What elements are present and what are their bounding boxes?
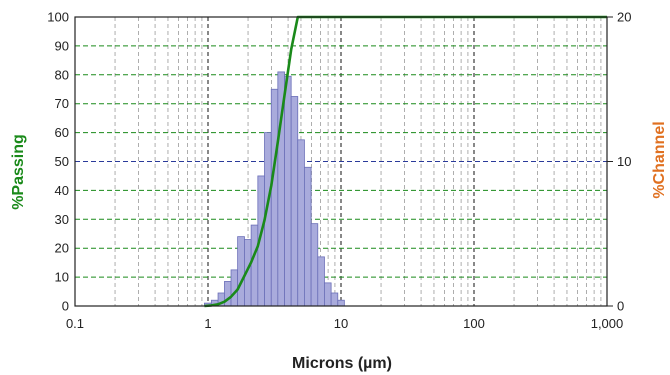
histogram-bar	[310, 223, 319, 307]
x-tick-label: 1	[204, 316, 211, 331]
y-left-tick-label: 0	[62, 299, 69, 314]
histogram-bar	[230, 269, 239, 307]
x-tick-label: 100	[463, 316, 485, 331]
histogram-bar	[304, 166, 312, 307]
y-right-tick-label: 20	[617, 10, 631, 25]
y-left-tick-label: 70	[55, 96, 69, 111]
x-tick-label: 10	[334, 316, 348, 331]
x-tick-label: 0.1	[66, 316, 84, 331]
right-axis-label: %Channel	[651, 121, 668, 198]
y-left-tick-label: 60	[55, 125, 69, 140]
left-axis-label: %Passing	[10, 134, 27, 210]
x-tick-label: 1,000	[591, 316, 624, 331]
histogram-bar	[270, 88, 279, 307]
grid	[75, 17, 607, 306]
y-left-tick-label: 10	[55, 270, 69, 285]
histogram-bar	[250, 224, 259, 307]
x-axis-label: Microns (µm)	[292, 355, 392, 372]
tick-labels: 0.1 1 10 100 1,000 0 10 20 30 40 50 60 70 80 90 100 0 10 2…	[47, 10, 631, 332]
histogram-bar	[297, 139, 305, 307]
y-left-tick-label: 50	[55, 154, 69, 169]
y-right-tick-label: 0	[617, 299, 624, 314]
histogram-bar	[330, 292, 339, 307]
y-left-tick-label: 80	[55, 67, 69, 82]
plot-frame	[74, 16, 613, 307]
histogram-bar	[237, 236, 245, 307]
y-left-tick-label: 30	[55, 212, 69, 227]
histogram-bar	[290, 96, 299, 307]
y-left-tick-label: 90	[55, 38, 69, 53]
histogram-bar	[284, 75, 292, 307]
histogram-bar	[337, 299, 345, 307]
histogram-bar	[324, 282, 332, 307]
y-right-tick-label: 10	[617, 154, 631, 169]
histogram-bar	[317, 256, 325, 307]
y-left-tick-label: 20	[55, 241, 69, 256]
y-left-tick-label: 40	[55, 183, 69, 198]
y-left-tick-label: 100	[47, 10, 69, 25]
channel-histogram	[204, 71, 345, 307]
